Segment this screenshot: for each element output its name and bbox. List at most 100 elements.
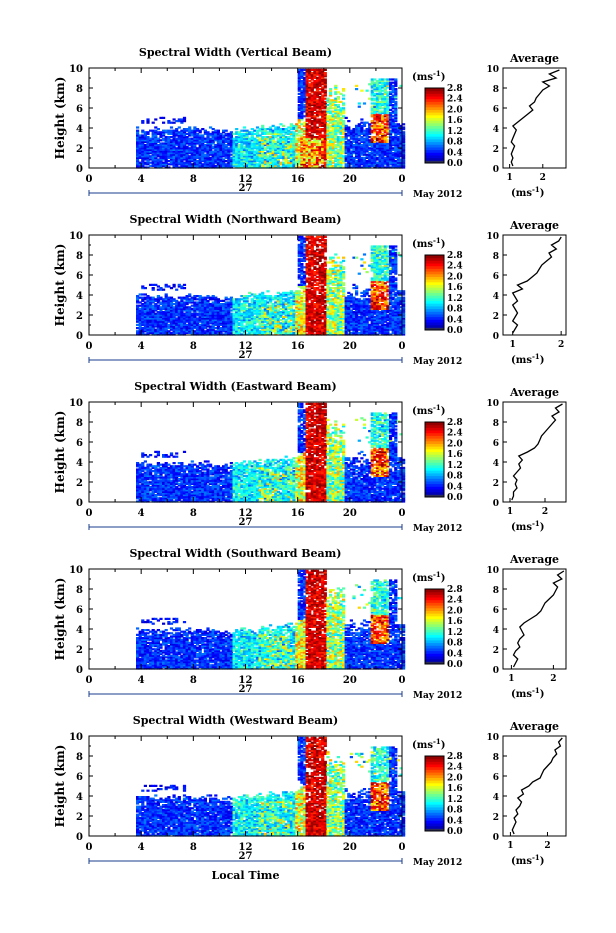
- heatmap-cell: [300, 263, 303, 265]
- colorbar-tick-label: 1.2: [447, 127, 463, 137]
- heatmap-cell: [188, 126, 191, 128]
- heatmap-cell: [146, 118, 149, 120]
- average-x-label: (ms-1): [511, 185, 544, 200]
- heatmap-cell: [345, 117, 348, 119]
- y-tick-label: 2: [76, 144, 83, 155]
- average-profile-line: [511, 70, 559, 166]
- heatmap: [136, 236, 405, 336]
- heatmap-cell: [154, 118, 157, 120]
- colorbar-unit: (ms-1): [412, 69, 445, 84]
- x-tick-label: 8: [190, 174, 197, 185]
- x-tick-label: 20: [343, 174, 357, 185]
- heatmap-cell: [152, 287, 155, 289]
- colorbar-tick-label: 0.4: [447, 148, 463, 158]
- heatmap-cell: [162, 289, 165, 291]
- heatmap-cell: [152, 122, 155, 124]
- heatmap-cell: [324, 78, 327, 80]
- heatmap-cell: [394, 101, 397, 103]
- average-y-tick-label: 0: [493, 165, 499, 175]
- heatmap-cell: [136, 126, 139, 128]
- heatmap-cell: [342, 94, 345, 96]
- average-y-tick-label: 4: [493, 125, 499, 135]
- heatmap-cell: [183, 117, 186, 119]
- heatmap-cell: [324, 90, 327, 92]
- heatmap-cell: [347, 126, 350, 128]
- heatmap-cell: [342, 88, 345, 90]
- heatmap-cell: [173, 284, 176, 286]
- average-y-tick-label: 8: [493, 85, 499, 95]
- heatmap-cell: [342, 107, 345, 109]
- date-label: 27: [239, 183, 253, 194]
- heatmap-cell: [183, 284, 186, 286]
- heatmap-cell: [342, 102, 345, 104]
- heatmap-cell: [355, 88, 358, 90]
- heatmap-cell: [141, 120, 144, 122]
- heatmap: [136, 69, 405, 169]
- average-x-tick-label: 1: [506, 173, 512, 183]
- heatmap-cell: [243, 126, 246, 128]
- colorbar-tick-label: 0.0: [447, 159, 463, 169]
- average-title: Average: [509, 52, 559, 65]
- heatmap-cell: [217, 130, 220, 132]
- colorbar-tick-label: 2.4: [447, 95, 463, 105]
- heatmap-cell: [363, 102, 366, 104]
- y-tick-label: 4: [76, 124, 83, 135]
- heatmap-cell: [347, 120, 350, 122]
- y-tick-label: 0: [76, 164, 83, 175]
- x-tick-label: 0: [399, 174, 406, 185]
- y-axis-label: Height (km): [53, 77, 67, 160]
- heatmap-cell: [266, 290, 269, 292]
- heatmap-cell: [144, 287, 147, 289]
- heatmap-cell: [394, 88, 397, 90]
- heatmap-cell: [261, 125, 264, 127]
- heatmap-cell: [175, 289, 178, 291]
- x-tick-label: 16: [291, 174, 305, 185]
- month-label: May 2012: [413, 190, 462, 200]
- heatmap-cell: [337, 104, 340, 106]
- heatmap-cell: [324, 72, 327, 74]
- y-tick-label: 8: [76, 84, 83, 95]
- heatmap-cell: [162, 117, 165, 119]
- panel-title: Spectral Width (Vertical Beam): [139, 46, 332, 59]
- colorbar-tick-label: 1.6: [447, 116, 463, 126]
- panel-title: Spectral Width (Northward Beam): [130, 213, 342, 226]
- y-tick-label: 6: [76, 104, 83, 115]
- heatmap-cell: [329, 88, 332, 90]
- colorbar-tick-label: 0.8: [447, 138, 463, 148]
- heatmap-cell: [162, 122, 165, 124]
- heatmap-cell: [342, 98, 345, 100]
- average-y-tick-label: 2: [493, 145, 499, 155]
- average-y-tick-label: 6: [493, 105, 499, 115]
- heatmap-cell: [355, 85, 358, 87]
- heatmap-cell: [225, 130, 228, 132]
- heatmap-cell: [282, 125, 285, 127]
- colorbar-tick-label: 2.0: [447, 105, 463, 115]
- heatmap-cell: [366, 90, 369, 92]
- heatmap-cell: [170, 126, 173, 128]
- heatmap-cell: [358, 102, 361, 104]
- colorbar-tick-label: 2.8: [447, 84, 463, 94]
- heatmap-cell: [337, 96, 340, 98]
- heatmap-cell: [178, 126, 181, 128]
- y-tick-label: 10: [69, 64, 83, 75]
- heatmap-cell: [165, 293, 168, 295]
- heatmap-cell: [235, 128, 238, 130]
- x-tick-label: 4: [138, 174, 145, 185]
- heatmap-cell: [360, 118, 363, 120]
- average-y-tick-label: 10: [486, 65, 499, 75]
- heatmap-cell: [183, 287, 186, 289]
- heatmap-cell: [334, 85, 337, 87]
- heatmap-cell: [394, 78, 397, 80]
- heatmap-cell: [360, 90, 363, 92]
- average-frame: [503, 68, 566, 168]
- heatmap-cell: [157, 128, 160, 130]
- average-x-tick-label: 2: [540, 173, 546, 183]
- heatmap-cell: [342, 120, 345, 122]
- heatmap-cell: [136, 130, 139, 132]
- heatmap-cell: [261, 292, 264, 294]
- x-tick-label: 0: [86, 174, 93, 185]
